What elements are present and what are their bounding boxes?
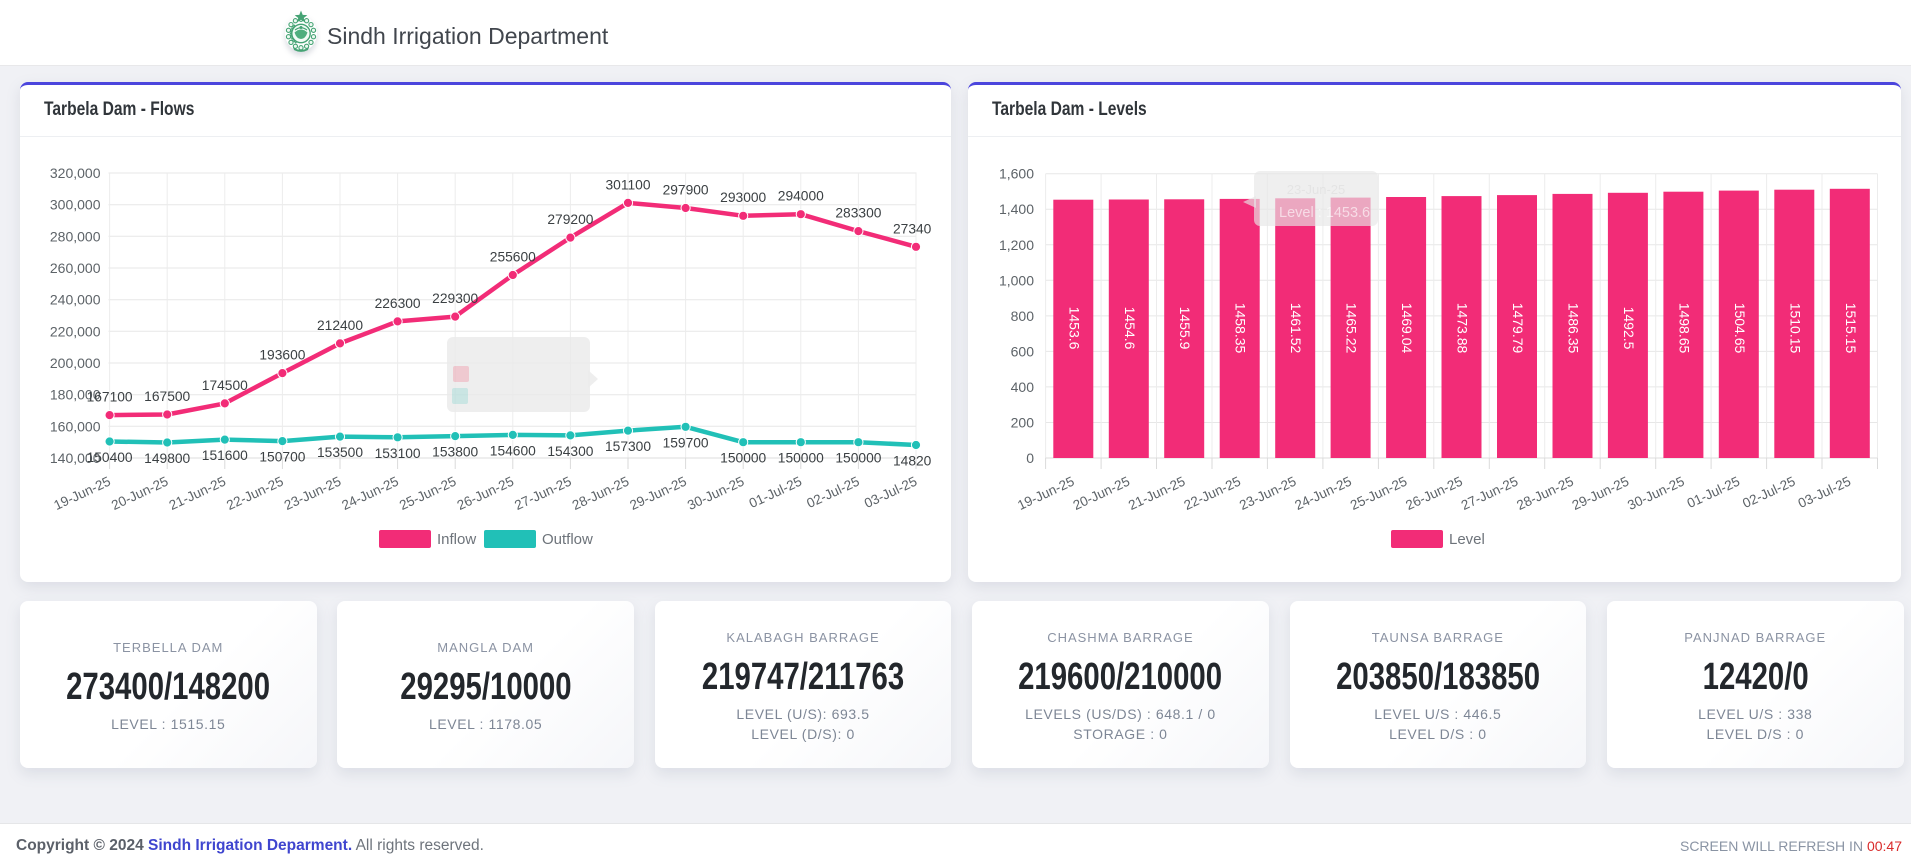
svg-text:301100: 301100: [605, 177, 650, 192]
svg-text:1,200: 1,200: [999, 236, 1034, 252]
svg-text:167500: 167500: [144, 389, 190, 404]
svg-text:273400: 273400: [893, 221, 939, 236]
svg-text:1479.79: 1479.79: [1510, 302, 1526, 353]
svg-text:24-Jun-25: 24-Jun-25: [339, 473, 400, 512]
svg-text:1458.35: 1458.35: [1233, 302, 1249, 353]
svg-text:20-Jun-25: 20-Jun-25: [109, 473, 170, 512]
svg-text:1,400: 1,400: [999, 201, 1034, 217]
svg-text:160,000: 160,000: [50, 418, 101, 434]
svg-text:Level : 1453.6: Level : 1453.6: [1279, 205, 1370, 221]
svg-text:25-Jun-25: 25-Jun-25: [397, 473, 458, 512]
svg-text:1498.65: 1498.65: [1676, 302, 1692, 353]
svg-text:25-Jun-25: 25-Jun-25: [1348, 473, 1409, 512]
svg-text:21-Jun-25: 21-Jun-25: [167, 473, 228, 512]
svg-text:1515.15: 1515.15: [1843, 302, 1859, 353]
svg-text:Outflow: Outflow: [542, 531, 593, 548]
svg-text:26-Jun-25: 26-Jun-25: [1403, 473, 1464, 512]
svg-text:800: 800: [1011, 307, 1035, 323]
svg-text:1455.9: 1455.9: [1177, 306, 1193, 349]
svg-text:226300: 226300: [375, 295, 421, 310]
svg-text:30-Jun-25: 30-Jun-25: [685, 473, 746, 512]
svg-text:150000: 150000: [720, 450, 766, 465]
svg-text:154600: 154600: [490, 443, 536, 458]
svg-text:02-Jul-25: 02-Jul-25: [804, 473, 861, 510]
svg-text:27-Jun-25: 27-Jun-25: [512, 473, 573, 512]
svg-text:200,000: 200,000: [50, 355, 101, 371]
svg-text:28-Jun-25: 28-Jun-25: [570, 473, 631, 512]
svg-text:02-Jul-25: 02-Jul-25: [1740, 473, 1797, 510]
svg-text:294000: 294000: [778, 188, 824, 203]
svg-text:300,000: 300,000: [50, 196, 101, 212]
svg-text:24-Jun-25: 24-Jun-25: [1292, 473, 1353, 512]
svg-text:23-Jun-25: 23-Jun-25: [282, 473, 343, 512]
svg-text:21-Jun-25: 21-Jun-25: [1126, 473, 1187, 512]
svg-text:280,000: 280,000: [50, 228, 101, 244]
svg-text:1510.15: 1510.15: [1787, 302, 1803, 353]
svg-text:229300: 229300: [432, 291, 478, 306]
svg-text:212400: 212400: [317, 317, 363, 332]
svg-text:154300: 154300: [547, 443, 593, 458]
svg-text:140,000: 140,000: [50, 450, 101, 466]
svg-text:1469.04: 1469.04: [1399, 302, 1415, 353]
svg-text:26-Jun-25: 26-Jun-25: [455, 473, 516, 512]
svg-text:150000: 150000: [835, 450, 881, 465]
svg-text:1473.88: 1473.88: [1455, 302, 1471, 353]
svg-text:1461.52: 1461.52: [1288, 302, 1304, 353]
svg-text:200: 200: [1011, 414, 1035, 430]
svg-text:157300: 157300: [605, 439, 651, 454]
svg-text:22-Jun-25: 22-Jun-25: [224, 473, 285, 512]
svg-text:01-Jul-25: 01-Jul-25: [1685, 473, 1742, 510]
svg-text:29-Jun-25: 29-Jun-25: [1570, 473, 1631, 512]
svg-text:29-Jun-25: 29-Jun-25: [627, 473, 688, 512]
svg-text:28-Jun-25: 28-Jun-25: [1514, 473, 1575, 512]
svg-text:30-Jun-25: 30-Jun-25: [1625, 473, 1686, 512]
svg-text:03-Jul-25: 03-Jul-25: [862, 473, 919, 510]
svg-text:150000: 150000: [778, 450, 824, 465]
svg-text:151600: 151600: [202, 448, 248, 463]
svg-text:19-Jun-25: 19-Jun-25: [1015, 473, 1076, 512]
svg-text:1454.6: 1454.6: [1122, 306, 1138, 349]
svg-text:320,000: 320,000: [50, 165, 101, 181]
svg-text:22-Jun-25: 22-Jun-25: [1182, 473, 1243, 512]
svg-text:0: 0: [1026, 450, 1034, 466]
svg-text:255600: 255600: [490, 249, 536, 264]
svg-text:20-Jun-25: 20-Jun-25: [1071, 473, 1132, 512]
svg-text:297900: 297900: [663, 182, 709, 197]
svg-text:279200: 279200: [547, 212, 593, 227]
svg-text:1465.22: 1465.22: [1344, 302, 1360, 353]
svg-text:27-Jun-25: 27-Jun-25: [1459, 473, 1520, 512]
svg-text:23-Jun-25: 23-Jun-25: [1287, 182, 1346, 197]
svg-text:23-Jun-25: 23-Jun-25: [1237, 473, 1298, 512]
svg-text:Inflow: Inflow: [437, 531, 476, 548]
svg-text:240,000: 240,000: [50, 291, 101, 307]
svg-text:159700: 159700: [663, 435, 709, 450]
svg-text:149800: 149800: [144, 451, 190, 466]
svg-text:153500: 153500: [317, 445, 363, 460]
svg-text:153100: 153100: [375, 445, 421, 460]
svg-text:220,000: 220,000: [50, 323, 101, 339]
svg-text:153800: 153800: [432, 444, 478, 459]
svg-text:150400: 150400: [87, 450, 133, 465]
svg-text:19-Jun-25: 19-Jun-25: [51, 473, 112, 512]
svg-text:180,000: 180,000: [50, 386, 101, 402]
svg-text:148200: 148200: [893, 453, 939, 468]
svg-text:600: 600: [1011, 343, 1035, 359]
svg-text:03-Jul-25: 03-Jul-25: [1796, 473, 1853, 510]
svg-text:1453.6: 1453.6: [1066, 306, 1082, 349]
svg-text:167100: 167100: [87, 389, 133, 404]
svg-text:1486.35: 1486.35: [1566, 302, 1582, 353]
svg-text:1504.65: 1504.65: [1732, 302, 1748, 353]
svg-text:283300: 283300: [835, 205, 881, 220]
svg-text:150700: 150700: [259, 449, 305, 464]
svg-text:193600: 193600: [259, 347, 305, 362]
svg-text:1,600: 1,600: [999, 165, 1034, 181]
svg-text:Level: Level: [1449, 531, 1485, 548]
svg-text:174500: 174500: [202, 377, 248, 392]
svg-text:01-Jul-25: 01-Jul-25: [747, 473, 804, 510]
svg-text:260,000: 260,000: [50, 260, 101, 276]
svg-text:1,000: 1,000: [999, 272, 1034, 288]
svg-text:400: 400: [1011, 378, 1035, 394]
svg-text:293000: 293000: [720, 190, 766, 205]
svg-text:1492.5: 1492.5: [1621, 306, 1637, 349]
